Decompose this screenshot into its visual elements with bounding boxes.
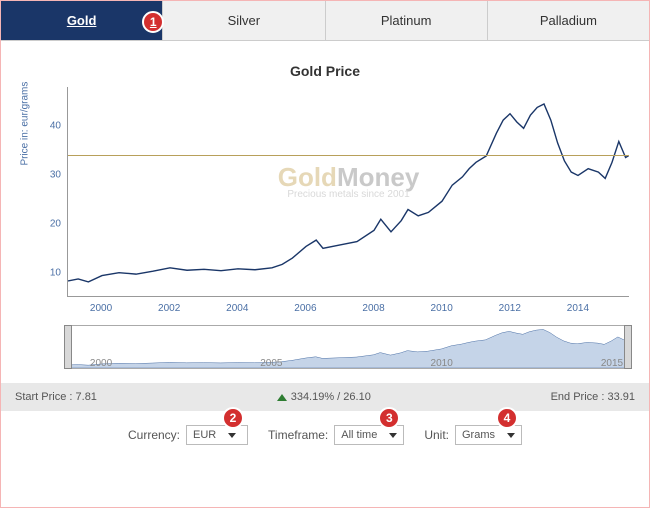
info-bar: Start Price : 7.81 334.19% / 26.10 End P… <box>1 383 649 411</box>
y-axis-label: Price in: eur/grams <box>20 82 31 166</box>
tab-gold[interactable]: Gold 1 <box>1 1 163 40</box>
timeframe-control: Timeframe: All time 3 <box>268 425 404 445</box>
timeframe-select[interactable]: All time <box>334 425 404 445</box>
timeframe-label: Timeframe: <box>268 428 328 442</box>
annotation-badge-1: 1 <box>142 11 164 33</box>
tab-palladium[interactable]: Palladium <box>488 1 649 40</box>
unit-control: Unit: Grams 4 <box>424 425 522 445</box>
currency-control: Currency: EUR 2 <box>128 425 248 445</box>
range-handle-left[interactable] <box>64 325 72 369</box>
range-handle-right[interactable] <box>624 325 632 369</box>
annotation-badge-4: 4 <box>496 407 518 429</box>
start-price: Start Price : 7.81 <box>15 391 97 403</box>
chevron-down-icon <box>228 433 236 438</box>
chart-title: Gold Price <box>21 63 629 79</box>
change-pct: 334.19% / 26.10 <box>277 391 371 403</box>
price-chart: Price in: eur/grams 10203040 GoldMoney P… <box>49 87 629 317</box>
unit-select[interactable]: Grams <box>455 425 522 445</box>
range-selector[interactable]: 2000200520102015 <box>67 325 629 383</box>
end-price: End Price : 33.91 <box>551 391 635 403</box>
chevron-down-icon <box>389 433 397 438</box>
tab-label: Palladium <box>540 13 597 28</box>
unit-label: Unit: <box>424 428 449 442</box>
price-line <box>68 87 629 296</box>
currency-select[interactable]: EUR <box>186 425 248 445</box>
chevron-down-icon <box>507 433 515 438</box>
tab-silver[interactable]: Silver <box>163 1 325 40</box>
tab-label: Platinum <box>381 13 432 28</box>
tab-label: Silver <box>228 13 261 28</box>
mini-area <box>68 326 628 368</box>
tab-label: Gold <box>67 13 97 28</box>
annotation-badge-2: 2 <box>222 407 244 429</box>
currency-label: Currency: <box>128 428 180 442</box>
up-arrow-icon <box>277 394 287 401</box>
tab-platinum[interactable]: Platinum <box>326 1 488 40</box>
reference-line <box>68 155 629 156</box>
